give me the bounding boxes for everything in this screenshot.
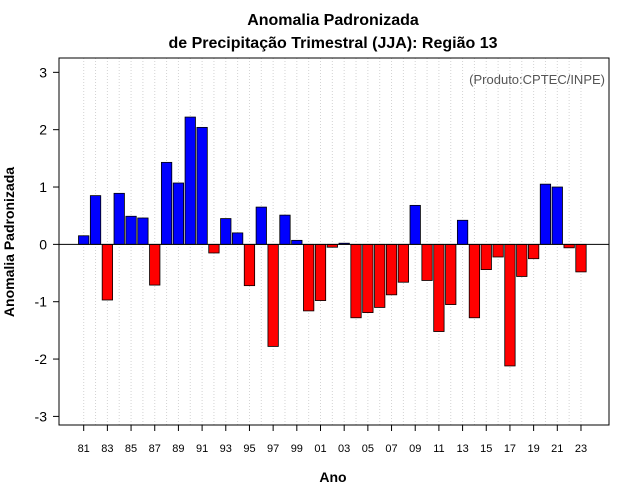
y-tick-label: -2 [35, 351, 48, 367]
bar-18 [516, 243, 528, 277]
bar-15 [480, 243, 492, 270]
bar-95 [243, 243, 256, 287]
bar-89 [172, 182, 185, 245]
bar-00 [303, 243, 315, 312]
bar-06 [374, 243, 386, 308]
x-tick-label: 89 [172, 443, 184, 455]
x-axis-label: Ano [319, 469, 346, 485]
y-tick-label: 0 [39, 236, 47, 252]
x-tick-label: 11 [433, 443, 444, 455]
x-axis: 81 83 85 87 89 91 93 95 97 99 01 03 05 07 09 11 13 15 17 19… [78, 425, 587, 455]
bar-84 [113, 192, 125, 245]
bar-91 [196, 126, 208, 245]
bar-10 [421, 243, 433, 281]
source-annotation: (Produto:CPTEC/INPE) [469, 72, 605, 87]
x-tick-label: 95 [243, 443, 255, 455]
plot-frame [58, 57, 610, 426]
bar-08 [397, 243, 409, 283]
bar-82 [89, 195, 102, 245]
chart-title: Anomalia Padronizada [247, 12, 419, 29]
bar-11 [433, 243, 445, 332]
bar-19 [528, 243, 540, 260]
bar-13 [456, 219, 469, 245]
x-tick-label: 15 [480, 443, 492, 455]
y-tick-label: 3 [39, 64, 47, 80]
x-tick-label: 81 [78, 443, 90, 455]
bar-05 [362, 243, 374, 314]
bar-98 [279, 214, 291, 245]
bar-21 [551, 186, 563, 245]
bar-01 [314, 243, 327, 301]
x-tick-label: 03 [338, 443, 350, 455]
x-tick-label: 07 [385, 443, 397, 455]
x-tick-label: 09 [409, 443, 421, 455]
bar-14 [468, 243, 481, 319]
bar-87 [149, 243, 161, 286]
x-tick-label: 01 [314, 443, 326, 455]
bars [78, 116, 587, 367]
bar-85 [125, 215, 137, 245]
bar-96 [255, 206, 267, 245]
x-tick-label: 99 [291, 443, 303, 455]
bar-92 [208, 243, 220, 254]
bar-22 [563, 243, 575, 249]
bar-94 [232, 232, 244, 245]
bar-09 [409, 204, 421, 245]
bar-17 [504, 243, 516, 367]
x-tick-label: 85 [125, 443, 137, 455]
bar-83 [101, 243, 113, 301]
bar-16 [492, 243, 504, 258]
x-tick-label: 23 [575, 443, 587, 455]
bar-88 [160, 161, 173, 245]
x-tick-label: 21 [551, 443, 563, 455]
bar-99 [291, 239, 303, 245]
bar-93 [220, 218, 232, 245]
x-tick-label: 91 [196, 443, 208, 455]
bar-23 [575, 243, 587, 273]
bar-07 [385, 243, 398, 296]
bar-04 [350, 243, 362, 319]
bar-97 [267, 243, 279, 347]
y-axis: -3 -2 -1 0 1 2 3 [35, 64, 59, 424]
chart-subtitle: de Precipitação Trimestral (JJA): Região… [168, 35, 497, 52]
x-tick-label: 83 [101, 443, 113, 455]
bar-90 [184, 116, 196, 245]
x-tick-label: 13 [456, 443, 468, 455]
x-tick-label: 17 [504, 443, 516, 455]
grid-lines [83, 58, 582, 425]
y-tick-label: -3 [35, 408, 48, 424]
y-tick-label: -1 [35, 294, 48, 310]
bar-81 [78, 235, 90, 245]
y-axis-label: Anomalia Padronizada [1, 167, 17, 317]
y-tick-label: 2 [39, 122, 47, 138]
bar-12 [445, 243, 457, 305]
x-tick-label: 19 [527, 443, 539, 455]
x-tick-label: 93 [220, 443, 232, 455]
x-tick-label: 97 [267, 443, 279, 455]
x-tick-label: 05 [362, 443, 374, 455]
y-tick-label: 1 [39, 179, 47, 195]
x-tick-label: 87 [149, 443, 161, 455]
bar-86 [137, 217, 149, 245]
bar-20 [539, 183, 552, 245]
